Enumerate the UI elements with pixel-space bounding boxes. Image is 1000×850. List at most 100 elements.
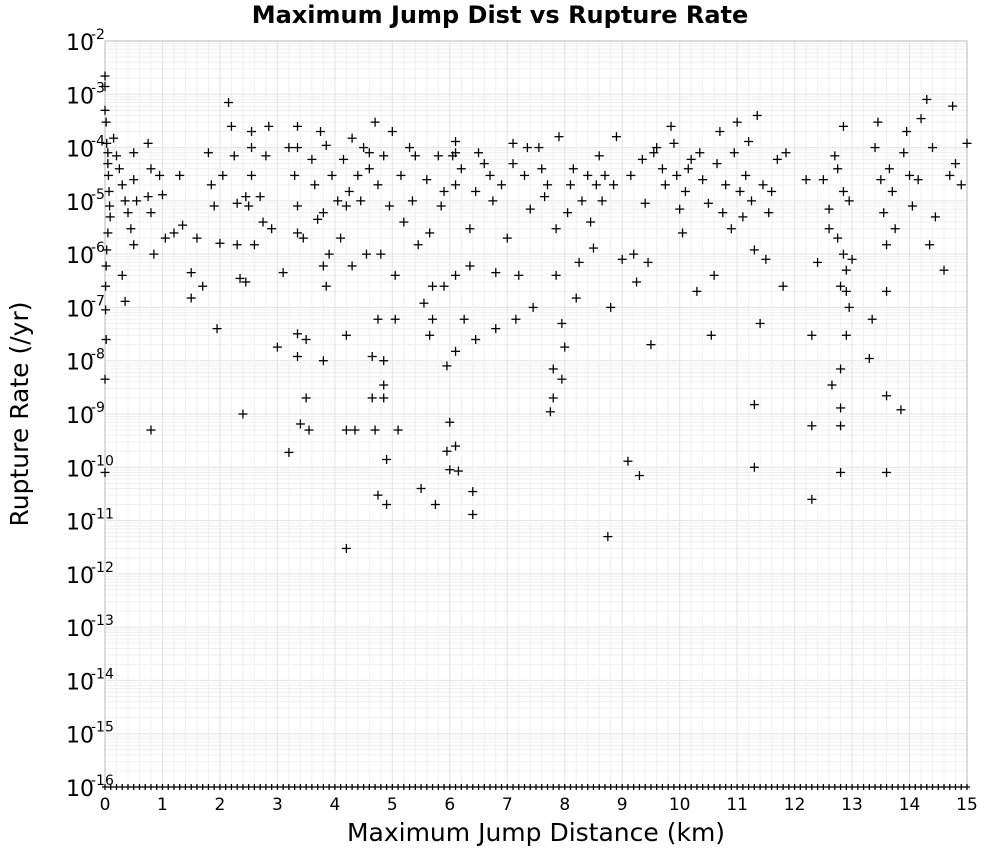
data-point bbox=[902, 127, 912, 137]
data-point bbox=[146, 425, 156, 435]
data-point bbox=[232, 198, 242, 208]
floor-point bbox=[389, 784, 396, 790]
data-point bbox=[338, 154, 348, 164]
data-point bbox=[666, 121, 676, 131]
floor-point bbox=[613, 784, 620, 790]
data-point bbox=[178, 220, 188, 230]
data-point bbox=[390, 270, 400, 280]
floor-point bbox=[205, 784, 212, 790]
floor-point bbox=[958, 784, 965, 790]
floor-point bbox=[808, 784, 815, 790]
data-point bbox=[528, 302, 538, 312]
floor-point bbox=[418, 784, 425, 790]
data-point bbox=[548, 393, 558, 403]
y-tick-exponent: -3 bbox=[91, 80, 105, 96]
data-point bbox=[609, 180, 619, 190]
floor-point bbox=[228, 784, 235, 790]
data-point bbox=[100, 81, 110, 91]
floor-point bbox=[245, 784, 252, 790]
data-point bbox=[361, 249, 371, 259]
data-point bbox=[468, 509, 478, 519]
data-point bbox=[301, 335, 311, 345]
floor-point bbox=[521, 784, 528, 790]
data-point bbox=[186, 268, 196, 278]
data-point bbox=[606, 302, 616, 312]
data-point bbox=[508, 159, 518, 169]
data-point bbox=[577, 196, 587, 206]
floor-point bbox=[624, 784, 631, 790]
data-point bbox=[224, 98, 234, 108]
y-axis-label: Rupture Rate (/yr) bbox=[5, 302, 34, 527]
data-point bbox=[255, 192, 265, 202]
data-point bbox=[120, 196, 130, 206]
floor-point bbox=[113, 784, 120, 790]
data-point bbox=[781, 148, 791, 158]
data-point bbox=[238, 409, 248, 419]
data-point bbox=[583, 170, 593, 180]
floor-point bbox=[561, 784, 568, 790]
data-point bbox=[321, 140, 331, 150]
data-point bbox=[120, 296, 130, 306]
floor-point bbox=[538, 784, 545, 790]
data-point bbox=[838, 121, 848, 131]
floor-point bbox=[331, 784, 338, 790]
data-point bbox=[364, 164, 374, 174]
data-point bbox=[634, 471, 644, 481]
data-point bbox=[241, 192, 251, 202]
data-point bbox=[102, 138, 112, 148]
data-point bbox=[945, 170, 955, 180]
data-point bbox=[542, 180, 552, 190]
floor-point bbox=[107, 784, 114, 790]
data-point bbox=[603, 532, 613, 542]
y-axis-ticks: 10-210-310-410-510-610-710-810-910-1010-… bbox=[66, 27, 114, 802]
y-tick-exponent: -8 bbox=[91, 347, 105, 363]
data-point bbox=[522, 143, 532, 153]
data-point bbox=[304, 425, 314, 435]
floor-point bbox=[165, 784, 172, 790]
data-point bbox=[537, 164, 547, 174]
data-point bbox=[129, 240, 139, 250]
data-point bbox=[212, 324, 222, 334]
data-point bbox=[209, 201, 219, 211]
data-point bbox=[102, 245, 112, 255]
data-point bbox=[611, 132, 621, 142]
data-point bbox=[778, 281, 788, 291]
data-point bbox=[557, 374, 567, 384]
data-point bbox=[623, 456, 633, 466]
data-point bbox=[586, 217, 596, 227]
data-point bbox=[471, 335, 481, 345]
data-point bbox=[433, 151, 443, 161]
floor-point bbox=[268, 784, 275, 790]
data-point bbox=[637, 154, 647, 164]
floor-point bbox=[222, 784, 229, 790]
y-tick-exponent: -13 bbox=[91, 613, 114, 629]
floor-point bbox=[693, 784, 700, 790]
data-point bbox=[226, 121, 236, 131]
data-point bbox=[293, 228, 303, 238]
data-point bbox=[143, 192, 153, 202]
data-point bbox=[146, 164, 156, 174]
data-point bbox=[758, 180, 768, 190]
data-point bbox=[293, 121, 303, 131]
data-point bbox=[882, 391, 892, 401]
scatter-points bbox=[100, 71, 972, 553]
floor-point bbox=[877, 784, 884, 790]
floor-point bbox=[642, 784, 649, 790]
data-point bbox=[206, 180, 216, 190]
data-point bbox=[451, 148, 461, 158]
floor-point bbox=[429, 784, 436, 790]
y-tick-base: 10 bbox=[66, 404, 94, 429]
data-point bbox=[879, 208, 889, 218]
floor-point bbox=[188, 784, 195, 790]
floor-point bbox=[291, 784, 298, 790]
data-point bbox=[749, 245, 759, 255]
data-point bbox=[508, 138, 518, 148]
floor-point bbox=[262, 784, 269, 790]
floor-point bbox=[722, 784, 729, 790]
floor-point bbox=[665, 784, 672, 790]
y-tick-base: 10 bbox=[66, 244, 94, 269]
data-point bbox=[109, 133, 119, 143]
data-point bbox=[741, 170, 751, 180]
data-point bbox=[293, 143, 303, 153]
y-tick-exponent: -6 bbox=[91, 240, 105, 256]
